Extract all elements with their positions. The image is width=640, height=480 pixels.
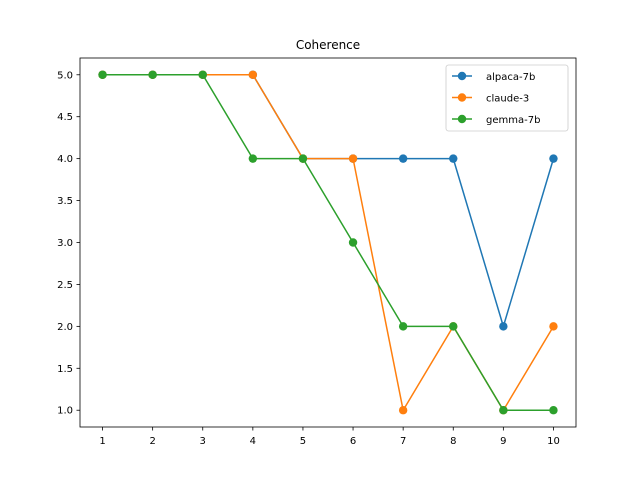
x-tick-label: 9 [500,436,506,447]
y-tick-label: 5.0 [57,70,73,81]
data-point-gemma-7b [198,70,207,79]
chart-title: Coherence [296,38,360,52]
x-tick-label: 5 [300,436,306,447]
y-axis: 1.0 1.5 2.0 2.5 3.0 3.5 4.0 4.5 5.0 [57,70,80,417]
y-tick-label: 2.0 [57,322,73,333]
x-tick-label: 7 [400,436,406,447]
data-point-gemma-7b [298,154,308,163]
legend-label: alpaca-7b [486,72,535,83]
data-point-gemma-7b [549,406,558,415]
data-point-claude-3 [398,406,408,415]
y-tick-label: 3.5 [57,196,73,207]
data-point-alpaca-7b [549,154,558,163]
x-tick-label: 6 [350,436,356,447]
data-point-gemma-7b [398,322,408,331]
y-tick-label: 3.0 [57,238,73,249]
data-point-alpaca-7b [398,154,408,163]
y-tick-label: 4.5 [57,112,73,123]
data-point-gemma-7b [98,70,107,79]
data-point-claude-3 [549,322,558,331]
data-point-claude-3 [348,154,358,163]
series-line-gemma-7b [102,74,554,411]
x-tick-label: 8 [450,436,456,447]
data-point-gemma-7b [148,70,157,79]
y-tick-label: 1.0 [57,406,73,417]
x-axis: 1 2 3 4 5 6 7 8 9 10 [99,427,560,447]
legend-marker-gemma-7b [457,114,467,124]
x-tick-label: 1 [99,436,105,447]
data-point-gemma-7b [449,322,458,331]
data-point-gemma-7b [348,238,358,247]
data-point-alpaca-7b [499,322,508,331]
legend-marker-claude-3 [457,93,467,102]
x-tick-label: 10 [547,436,560,447]
y-tick-label: 4.0 [57,154,73,165]
x-tick-label: 2 [149,436,155,447]
plot-area [98,70,558,415]
x-tick-label: 4 [250,436,256,447]
data-point-alpaca-7b [449,154,458,163]
data-point-gemma-7b [248,154,258,163]
data-point-gemma-7b [499,406,508,415]
legend-label: gemma-7b [486,115,540,126]
legend-label: claude-3 [486,94,529,105]
y-tick-label: 2.5 [57,280,73,291]
x-tick-label: 3 [200,436,206,447]
y-tick-label: 1.5 [57,364,73,375]
legend-box [445,64,569,132]
data-point-claude-3 [248,70,258,79]
legend-marker-alpaca-7b [457,71,467,81]
legend: alpaca-7b claude-3 gemma-7b [445,64,569,132]
